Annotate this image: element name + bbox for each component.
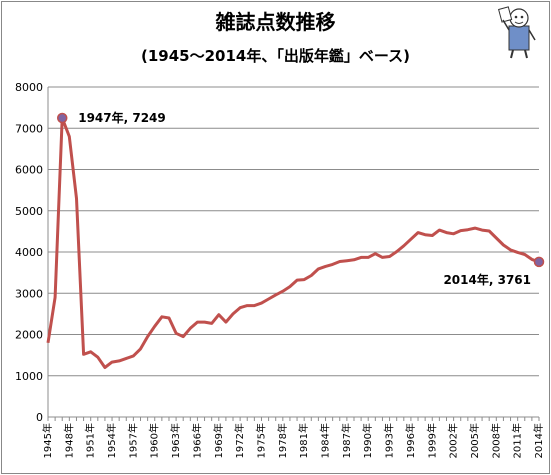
y-tick-label: 6000 <box>15 164 43 177</box>
y-tick-label: 0 <box>36 411 43 424</box>
x-tick-label: 1966年 <box>190 423 203 458</box>
highlight-point <box>533 256 545 268</box>
x-tick-label: 1960年 <box>148 423 161 458</box>
x-tick-label: 1981年 <box>297 423 310 458</box>
mascot-illustration <box>498 6 536 59</box>
x-tick-label: 1957年 <box>126 423 139 458</box>
x-tick-label: 1996年 <box>404 423 417 458</box>
x-tick-label: 2002年 <box>447 423 460 458</box>
y-tick-label: 1000 <box>15 370 43 383</box>
x-tick-label: 1990年 <box>361 423 374 458</box>
x-tick-label: 1975年 <box>254 423 267 458</box>
x-tick-label: 1987年 <box>340 423 353 458</box>
x-tick-label: 1984年 <box>319 423 332 458</box>
y-tick-label: 8000 <box>15 81 43 94</box>
x-tick-label: 1951年 <box>84 423 97 458</box>
x-tick-label: 1948年 <box>62 423 75 458</box>
chart-subtitle: (1945〜2014年、「出版年鑑」ベース) <box>141 47 410 65</box>
x-tick-label: 2005年 <box>468 423 481 458</box>
x-tick-label: 1993年 <box>383 423 396 458</box>
x-tick-label: 1954年 <box>105 423 118 458</box>
x-tick-label: 1969年 <box>212 423 225 458</box>
x-tick-label: 1978年 <box>276 423 289 458</box>
y-tick-label: 3000 <box>15 287 43 300</box>
x-tick-label: 2011年 <box>511 423 524 458</box>
data-label: 1947年, 7249 <box>78 110 166 125</box>
y-tick-label: 4000 <box>15 246 43 259</box>
x-tick-label: 2008年 <box>489 423 502 458</box>
x-tick-label: 1972年 <box>233 423 246 458</box>
chart-title: 雑誌点数推移 <box>215 10 336 34</box>
x-tick-label: 1999年 <box>425 423 438 458</box>
highlight-point <box>56 112 68 124</box>
series-line <box>46 116 540 369</box>
x-tick-label: 1945年 <box>41 423 54 458</box>
y-tick-label: 5000 <box>15 205 43 218</box>
x-tick-label: 2014年 <box>532 423 545 458</box>
y-tick-label: 7000 <box>15 122 43 135</box>
data-label: 2014年, 3761 <box>443 272 531 287</box>
y-tick-label: 2000 <box>15 329 43 342</box>
x-tick-label: 1963年 <box>169 423 182 458</box>
